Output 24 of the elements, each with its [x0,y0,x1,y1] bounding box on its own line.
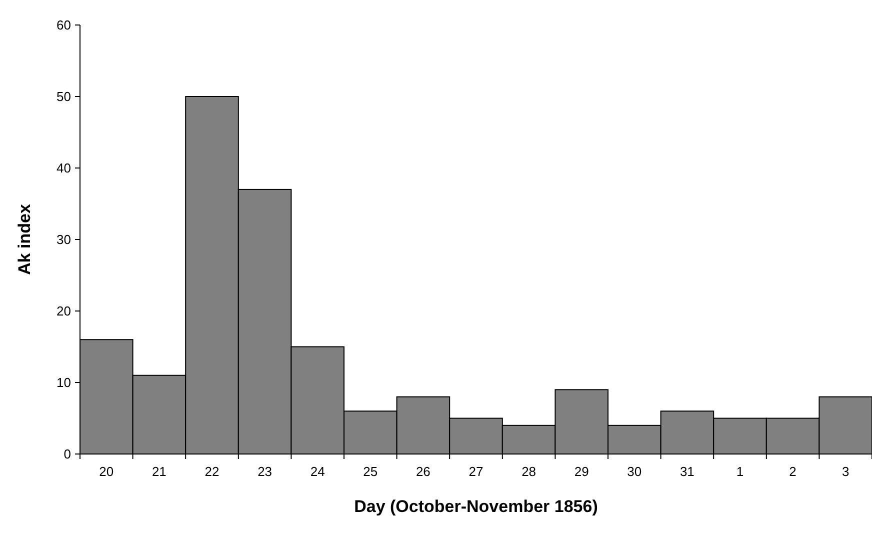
y-tick-label: 50 [56,89,71,104]
x-tick-label: 22 [204,464,220,479]
y-tick-label: 30 [56,232,71,248]
y-tick-label: 60 [56,18,71,33]
x-tick-label: 26 [416,464,430,479]
x-tick-label: 2 [789,464,796,479]
x-tick-label: 20 [99,464,114,479]
x-tick-label: 21 [152,464,166,479]
x-tick-label: 31 [680,464,694,479]
x-tick-label: 23 [258,464,272,479]
x-tick-label: 1 [736,464,744,479]
x-tick-label: 27 [468,464,484,479]
x-tick-label: 24 [310,464,325,479]
x-tick-label: 30 [627,464,642,479]
y-tick-label: 10 [56,375,71,390]
x-tick-label: 28 [522,464,536,479]
y-tick-label: 0 [64,446,71,462]
y-tick-label: 40 [56,160,71,176]
y-tick-label: 20 [56,304,71,319]
x-tick-label: 3 [842,464,850,479]
x-axis-title: Day (October-November 1856) [354,497,598,516]
x-tick-label: 29 [574,464,589,479]
x-tick-label: 25 [363,464,378,479]
y-axis-title: Ak index [15,204,34,275]
